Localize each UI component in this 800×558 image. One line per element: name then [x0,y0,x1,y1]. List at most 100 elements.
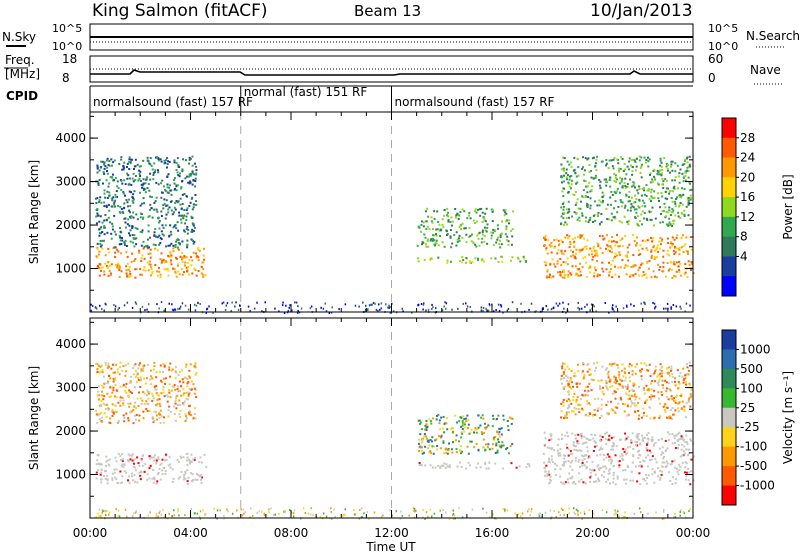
data-cell [191,155,194,158]
data-cell [492,417,495,420]
data-cell [158,371,161,373]
data-cell [128,182,131,185]
data-cell [475,466,478,469]
data-cell [274,307,276,310]
data-cell [656,375,659,378]
data-cell [113,214,116,217]
data-cell [511,235,514,238]
data-cell [153,365,156,368]
data-cell [627,219,630,222]
data-cell [494,229,497,232]
data-cell [593,266,596,269]
data-cell [196,473,198,476]
data-cell [485,230,488,233]
data-cell [156,303,158,306]
data-cell [132,465,135,468]
data-cell [614,255,616,258]
data-cell [667,471,670,474]
data-cell [141,455,144,458]
data-cell [638,449,640,452]
data-cell [466,445,469,448]
data-cell [573,511,575,514]
data-cell [624,265,627,268]
data-cell [113,179,116,182]
data-cell [177,241,180,244]
data-cell [184,420,187,423]
data-cell [575,211,578,214]
data-cell [130,191,133,194]
data-cell [155,458,158,461]
data-cell [634,161,637,163]
data-cell [451,308,453,311]
data-cell [621,457,624,460]
data-cell [124,374,127,377]
data-cell [566,160,569,163]
data-cell [633,512,636,515]
data-cell [171,267,174,270]
data-cell [200,461,203,464]
data-cell [180,186,183,189]
data-cell [470,440,473,443]
data-cell [117,308,119,311]
data-cell [605,404,608,406]
data-cell [594,441,597,444]
cpid-segment-label: normal (fast) 151 RF [244,85,368,99]
data-cell [322,512,325,515]
data-cell [643,273,646,276]
data-cell [566,223,568,226]
data-cell [624,235,627,237]
data-cell [132,216,135,219]
cpid-segment-label: normalsound (fast) 157 RF [93,95,253,109]
data-cell [186,378,189,380]
data-cell [185,363,188,366]
data-cell [142,370,145,372]
y-tick-label: 2000 [55,424,86,438]
data-cell [562,195,565,198]
data-cell [551,515,553,518]
data-cell [168,366,171,369]
data-cell [95,202,98,204]
data-cell [578,249,581,252]
data-cell [141,464,144,467]
data-cell [645,276,648,279]
data-cell [155,462,158,465]
data-cell [213,507,215,510]
data-cell [672,249,675,252]
data-cell [147,183,150,185]
data-cell [177,308,179,311]
data-cell [186,483,189,485]
data-cell [159,276,162,279]
nsearch-tick-bottom: 10^0 [708,40,738,53]
data-cell [588,402,590,405]
data-cell [459,461,462,464]
data-cell [164,217,167,220]
data-cell [625,437,628,440]
data-cell [587,267,590,269]
data-cell [108,396,111,398]
data-cell [685,205,688,208]
data-cell [457,307,459,310]
data-cell [107,247,110,250]
data-cell [659,221,662,224]
data-cell [134,258,137,261]
data-cell [446,207,449,210]
data-cell [109,417,112,420]
data-cell [125,471,128,474]
data-cell [626,165,629,168]
data-cell [389,306,391,309]
data-cell [684,243,687,246]
data-cell [678,181,681,184]
data-cell [391,514,393,517]
data-cell [100,478,103,481]
data-cell [143,245,146,248]
data-cell [416,244,419,247]
data-cell [593,200,596,203]
data-cell [665,367,668,370]
data-cell [448,464,451,467]
data-cell [622,307,625,310]
data-cell [169,463,172,466]
data-cell [158,307,160,310]
data-cell [111,228,114,231]
data-cell [666,447,669,450]
data-cell [148,410,151,413]
